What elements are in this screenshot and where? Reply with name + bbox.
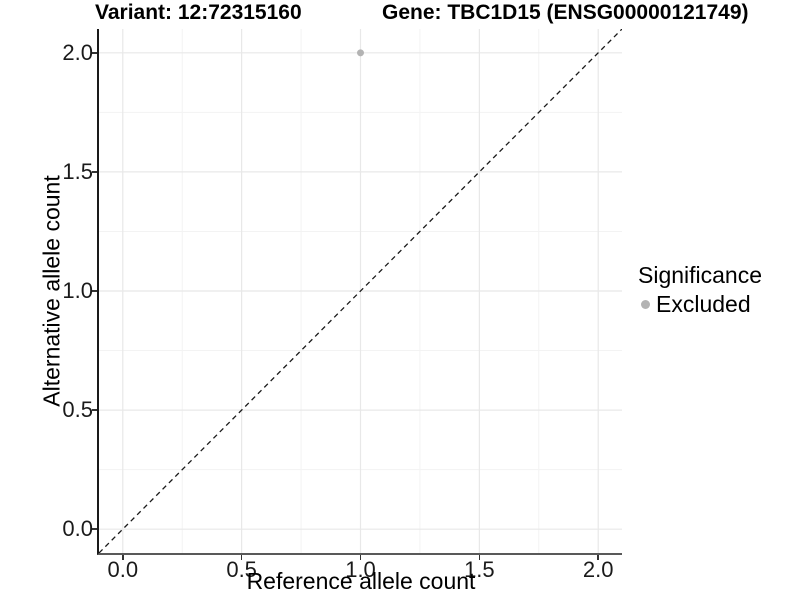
- x-tick-label: 0.0: [107, 557, 139, 582]
- y-tick-label: 0.0: [62, 516, 93, 542]
- y-tick-mark: [92, 52, 97, 54]
- y-tick-mark: [92, 409, 97, 411]
- x-axis-title: Reference allele count: [246, 568, 476, 594]
- legend-point-icon: [641, 300, 650, 309]
- y-tick-label: 1.5: [62, 158, 93, 184]
- y-tick-label: 1.0: [62, 278, 93, 303]
- x-tick-mark: [478, 555, 481, 560]
- plot-title-variant: Variant: 12:72315160: [95, 1, 302, 24]
- legend-title: Significance: [638, 262, 763, 288]
- x-tick-mark: [359, 555, 362, 560]
- legend: Significance Excluded: [638, 262, 762, 318]
- data-point: [357, 49, 364, 57]
- x-tick-mark: [597, 555, 599, 560]
- x-tick-label: 1.0: [345, 557, 376, 582]
- plot-title-gene: Gene: TBC1D15 (ENSG00000121749): [382, 1, 749, 24]
- y-tick-mark: [92, 528, 97, 530]
- legend-item-excluded: Excluded: [638, 291, 762, 318]
- y-tick-label: 0.5: [62, 397, 93, 423]
- x-tick-mark: [122, 555, 124, 560]
- y-tick-label: 2.0: [62, 39, 93, 65]
- x-tick-label: 2.0: [582, 557, 614, 582]
- x-tick-label: 1.5: [464, 557, 495, 582]
- plot-panel: [97, 29, 622, 555]
- legend-item-label: Excluded: [656, 291, 751, 317]
- x-tick-mark: [240, 555, 243, 560]
- y-tick-mark: [92, 171, 97, 173]
- x-tick-label: 0.5: [226, 557, 257, 582]
- identity-line: [99, 29, 622, 553]
- y-tick-mark: [92, 290, 97, 292]
